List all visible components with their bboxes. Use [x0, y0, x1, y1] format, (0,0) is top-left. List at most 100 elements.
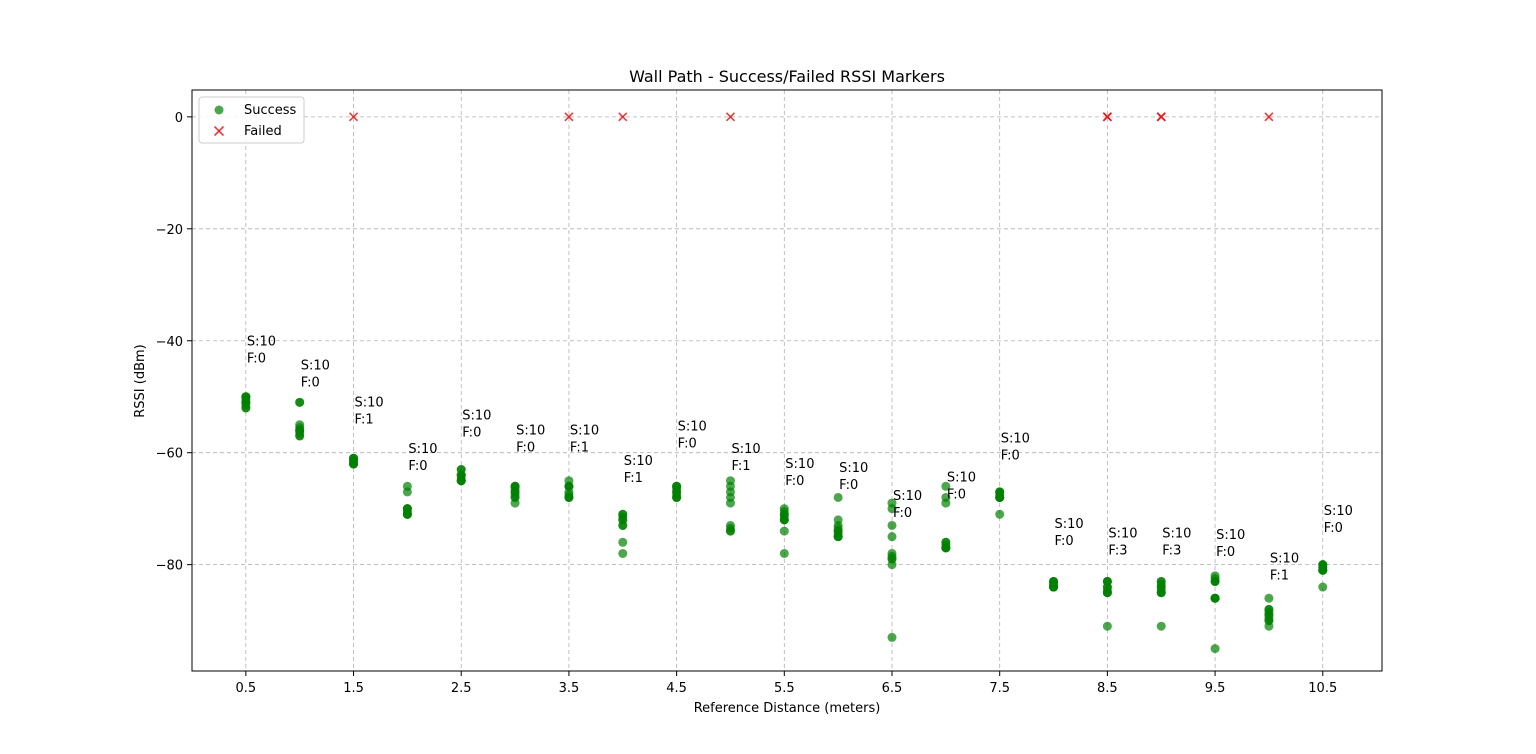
y-axis-label: RSSI (dBm) [133, 344, 148, 417]
success-point [941, 481, 951, 491]
plot-frame [191, 89, 1383, 672]
failed-point-stroke [1102, 112, 1112, 122]
x-tick-label: 7.5 [989, 681, 1010, 696]
annotation-success-count: S:10 [893, 489, 922, 504]
success-point [833, 492, 843, 502]
failed-point-stroke [348, 112, 359, 122]
x-tick-label: 5.5 [774, 681, 795, 696]
success-point [349, 459, 359, 469]
success-point [779, 526, 789, 536]
success-point [1102, 576, 1112, 586]
legend-box [198, 96, 305, 144]
annotation-failed-count: F:0 [839, 478, 858, 493]
annotation-failed-count: F:0 [1055, 534, 1074, 549]
success-point [995, 492, 1005, 502]
success-point [1318, 562, 1328, 572]
success-point [1049, 582, 1059, 592]
annotation-success-count: S:10 [731, 442, 760, 457]
annotation-success-count: S:10 [301, 359, 330, 374]
legend-success-marker [214, 105, 224, 115]
failed-points [348, 112, 1274, 122]
annotation-failed-count: F:0 [678, 437, 697, 452]
success-point [241, 397, 251, 407]
legend-failed-marker [213, 125, 225, 137]
x-tick-label: 1.5 [343, 681, 364, 696]
success-point [402, 509, 412, 519]
axis-ticks: 0.5 1.5 2.5 3.5 4.5 5.5 6.5 7.5 8.5 9.5 10.5 0 −20 −4… [156, 111, 1338, 696]
success-point [887, 504, 897, 514]
x-tick-label: 2.5 [451, 681, 472, 696]
annotation-failed-count: F:1 [355, 413, 374, 428]
annotation-success-count: S:10 [678, 420, 707, 435]
x-axis-label: Reference Distance (meters) [694, 701, 881, 716]
success-point [833, 526, 843, 536]
annotation-success-count: S:10 [1108, 527, 1137, 542]
annotation-failed-count: F:1 [570, 441, 589, 456]
success-point [1318, 582, 1328, 592]
annotation-success-count: S:10 [1324, 504, 1353, 519]
failed-point [1156, 112, 1166, 122]
success-point [295, 397, 305, 407]
x-tick-label: 6.5 [882, 681, 903, 696]
success-points [241, 392, 1328, 654]
annotation-success-count: S:10 [1055, 517, 1084, 532]
annotation-failed-count: F:1 [731, 459, 750, 474]
y-tick-label: −80 [156, 559, 183, 574]
success-point [887, 632, 897, 642]
success-point [672, 487, 682, 497]
failed-point-stroke [1264, 112, 1274, 122]
y-tick-label: −60 [156, 447, 183, 462]
success-point [887, 532, 897, 542]
success-point [941, 498, 951, 508]
failed-point [618, 112, 628, 122]
x-tick-label: 9.5 [1205, 681, 1226, 696]
annotation-failed-count: F:3 [1108, 544, 1127, 559]
success-point [995, 509, 1005, 519]
annotation-failed-count: F:0 [408, 459, 427, 474]
annotation-success-count: S:10 [570, 424, 599, 439]
annotation-success-count: S:10 [462, 408, 491, 423]
success-point [941, 543, 951, 553]
annotation-success-count: S:10 [516, 424, 545, 439]
failed-point [564, 112, 574, 122]
failed-point-stroke [1156, 112, 1166, 122]
success-point [1210, 593, 1220, 603]
success-point [1210, 576, 1220, 586]
x-tick-label: 8.5 [1097, 681, 1118, 696]
annotation-success-count: S:10 [355, 396, 384, 411]
success-point [510, 487, 520, 497]
success-point [618, 548, 628, 558]
success-point [887, 520, 897, 530]
failed-point [348, 112, 359, 122]
annotation-success-count: S:10 [1001, 431, 1030, 446]
success-point [1156, 582, 1166, 592]
annotation-failed-count: F:0 [247, 352, 266, 367]
success-point [456, 464, 466, 474]
y-tick-label: −40 [156, 335, 183, 350]
annotation-failed-count: F:0 [516, 441, 535, 456]
x-tick-label: 10.5 [1308, 681, 1337, 696]
success-point [295, 425, 305, 435]
legend-success-label: Success [244, 103, 297, 118]
y-tick-label: −20 [156, 223, 183, 238]
annotation-failed-count: F:0 [785, 474, 804, 489]
failed-point [1102, 112, 1112, 122]
success-point [887, 560, 897, 570]
annotation-failed-count: F:3 [1162, 544, 1181, 559]
annotation-failed-count: F:0 [1324, 521, 1343, 536]
annotation-success-count: S:10 [624, 454, 653, 469]
failed-point-stroke [725, 112, 736, 122]
success-point [1210, 644, 1220, 654]
annotation-failed-count: F:1 [1270, 569, 1289, 584]
annotation-success-count: S:10 [247, 335, 276, 350]
annotation-failed-count: F:0 [301, 376, 320, 391]
success-point [1264, 621, 1274, 631]
annotation-success-count: S:10 [1216, 528, 1245, 543]
annotation-success-count: S:10 [839, 461, 868, 476]
legend-failed-label: Failed [244, 124, 282, 139]
failed-point-stroke [564, 112, 574, 122]
annotation-success-count: S:10 [408, 442, 437, 457]
x-tick-label: 4.5 [666, 681, 687, 696]
annotation-success-count: S:10 [1270, 552, 1299, 567]
point-annotations: S:10 F:0 S:10 F:0 S:10 F:1 S:10 F:0 S:10 F:0 S:10 F… [247, 335, 1353, 584]
